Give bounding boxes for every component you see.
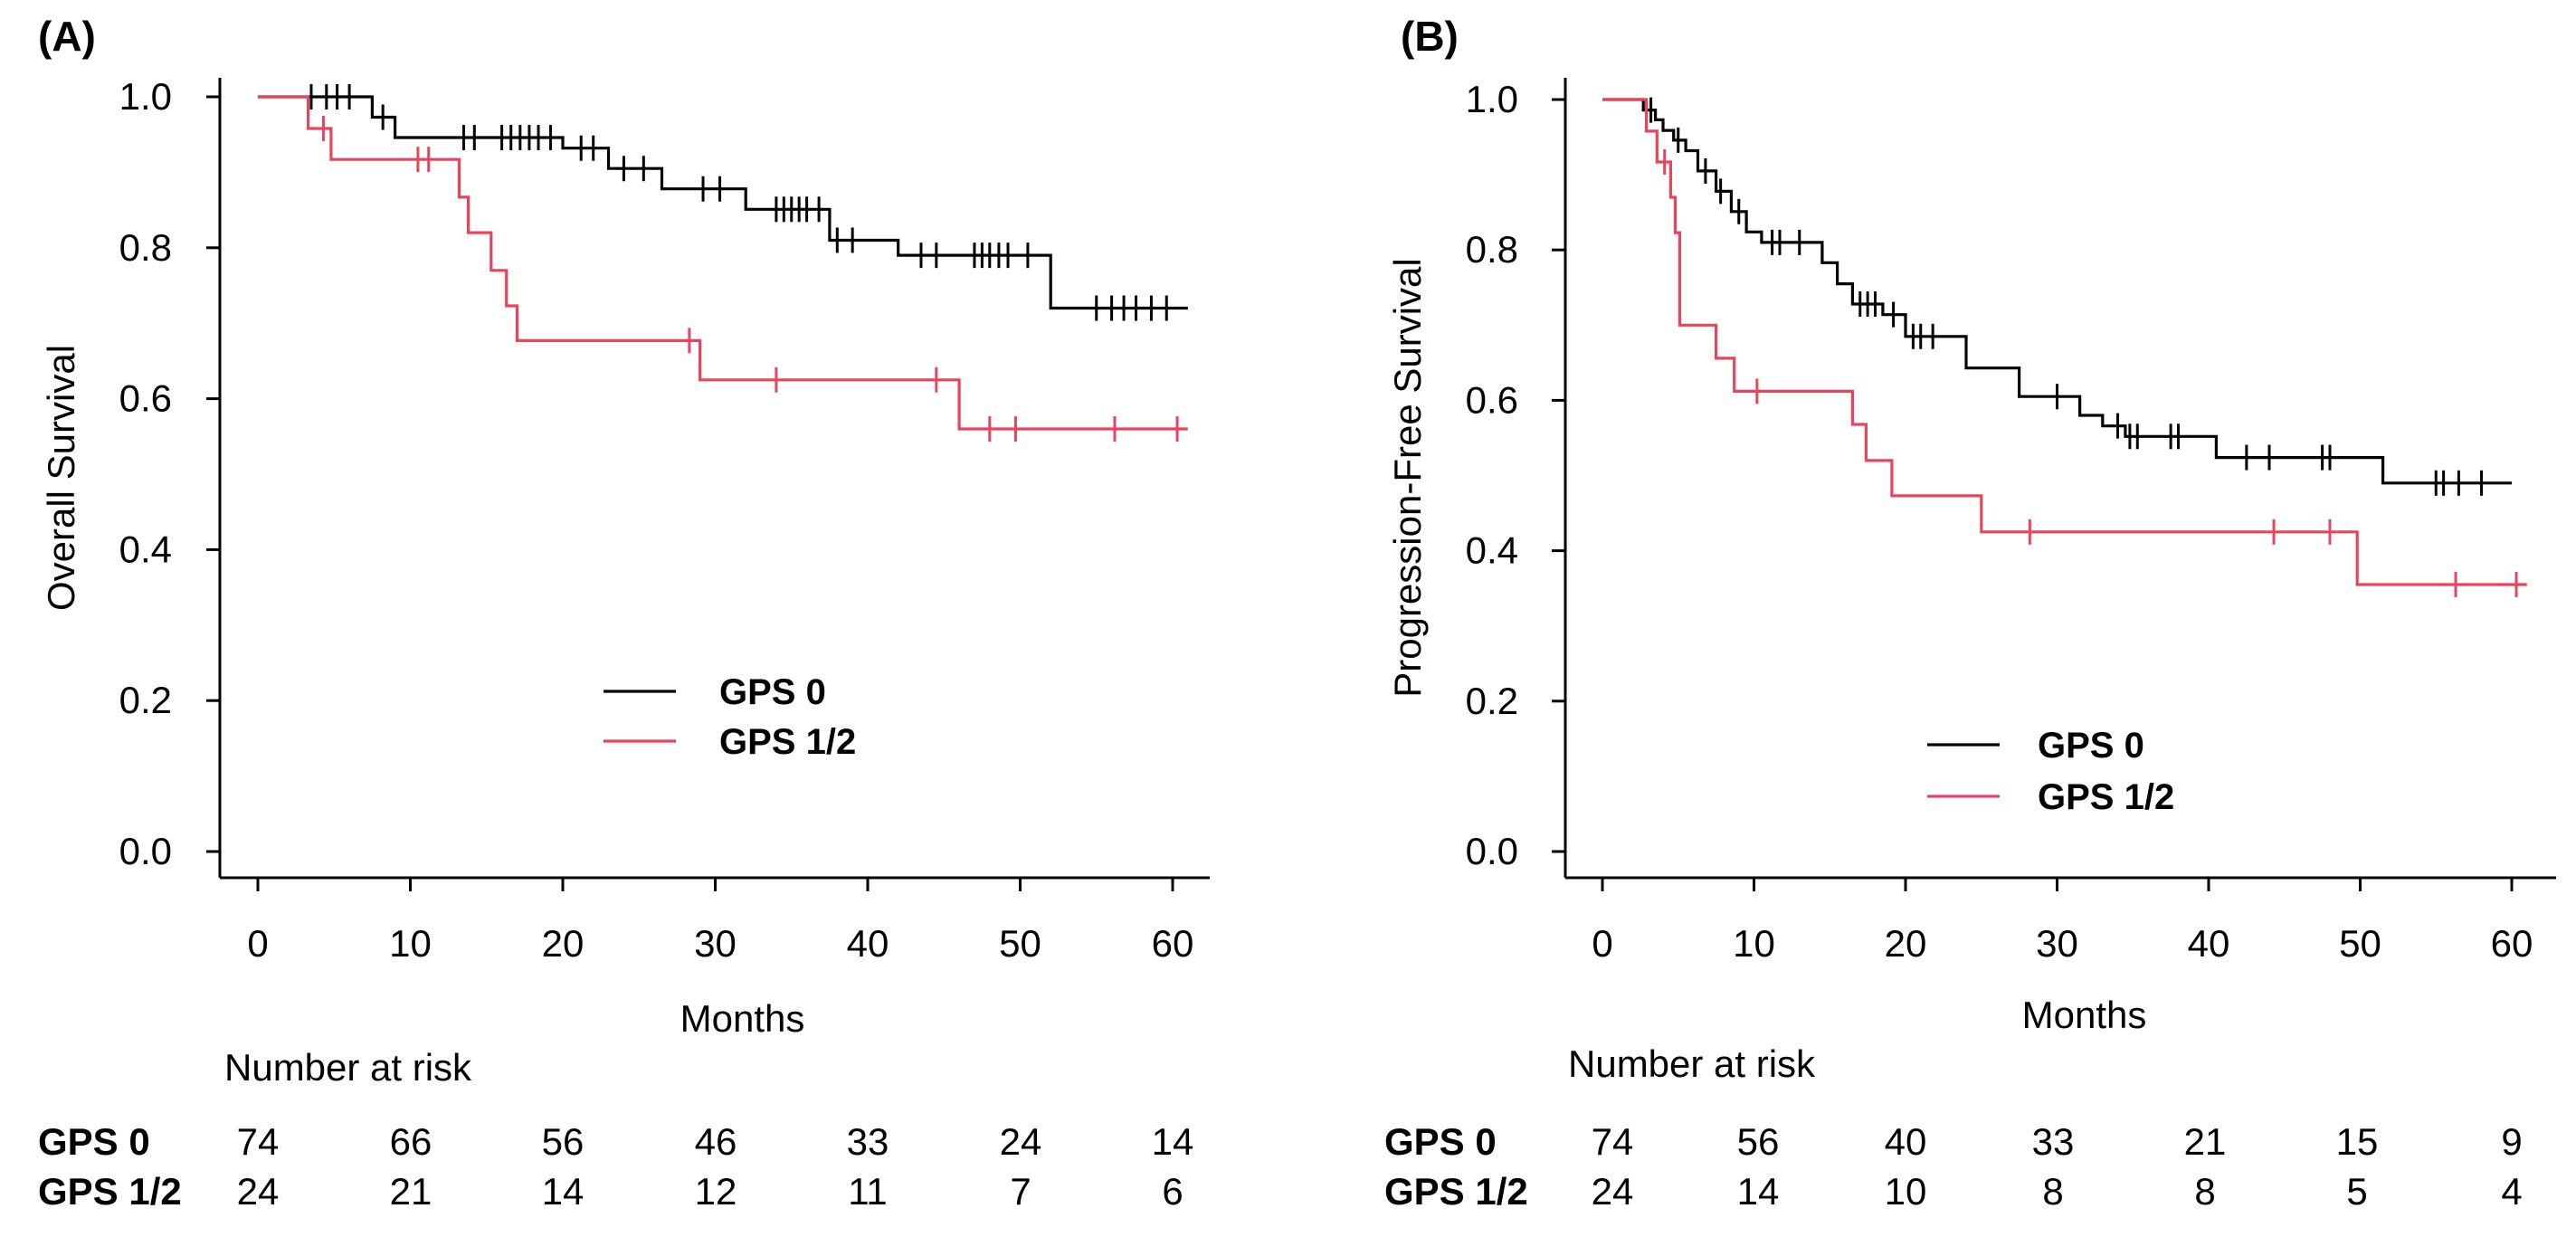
risk-value: 40 xyxy=(1885,1120,1927,1163)
y-tick-label: 0.2 xyxy=(119,679,172,721)
risk-value: 21 xyxy=(2184,1120,2227,1163)
legend-label: GPS 0 xyxy=(719,672,826,712)
y-tick-label: 0.6 xyxy=(1466,378,1518,421)
y-tick-label: 1.0 xyxy=(1466,78,1518,120)
risk-value: 56 xyxy=(1737,1120,1780,1163)
legend-label: GPS 0 xyxy=(2038,726,2144,766)
x-tick-label: 20 xyxy=(542,922,585,965)
y-tick-label: 0.0 xyxy=(1466,830,1518,872)
x-axis-label: Months xyxy=(2022,994,2147,1036)
risk-value: 24 xyxy=(237,1170,280,1213)
legend-label: GPS 1/2 xyxy=(719,722,856,762)
y-tick-label: 1.0 xyxy=(119,75,172,118)
risk-value: 12 xyxy=(695,1170,737,1213)
risk-value: 33 xyxy=(2032,1120,2075,1163)
y-axis-label: Progression-Free Survival xyxy=(1386,258,1429,698)
risk-value: 14 xyxy=(1152,1120,1194,1163)
y-tick-label: 0.0 xyxy=(119,830,172,872)
risk-value: 14 xyxy=(1737,1170,1780,1213)
risk-value: 74 xyxy=(237,1120,280,1163)
legend: GPS 0 GPS 1/2 xyxy=(604,672,856,762)
km-curve-gps0 xyxy=(258,95,1188,310)
legend-label: GPS 1/2 xyxy=(2038,777,2174,817)
x-tick-label: 40 xyxy=(847,922,889,965)
risk-value: 21 xyxy=(390,1170,433,1213)
risk-row-label: GPS 1/2 xyxy=(1384,1170,1528,1213)
x-tick-label: 10 xyxy=(389,922,432,965)
risk-row-label: GPS 0 xyxy=(1384,1120,1497,1163)
y-tick-label: 0.2 xyxy=(1466,680,1518,722)
y-tick-label: 0.6 xyxy=(119,377,172,420)
x-tick-label: 30 xyxy=(2036,922,2078,965)
risk-value: 10 xyxy=(1885,1170,1927,1213)
km-curve-gps12 xyxy=(1602,98,2527,586)
risk-value: 9 xyxy=(2501,1120,2522,1163)
risk-row-label: GPS 1/2 xyxy=(38,1170,182,1213)
y-tick-label: 0.4 xyxy=(119,528,172,570)
risk-value: 56 xyxy=(542,1120,585,1163)
risk-table-title: Number at risk xyxy=(224,1046,472,1089)
km-curve-gps12 xyxy=(258,95,1188,431)
risk-value: 5 xyxy=(2346,1170,2367,1213)
panel-label: (A) xyxy=(38,13,96,60)
x-tick-label: 0 xyxy=(247,922,268,965)
x-tick-label: 60 xyxy=(1152,922,1194,965)
x-tick-label: 40 xyxy=(2188,922,2230,965)
x-tick-label: 10 xyxy=(1733,922,1775,965)
x-tick-label: 50 xyxy=(999,922,1041,965)
y-tick-label: 0.8 xyxy=(1466,228,1518,271)
risk-value: 24 xyxy=(1592,1170,1634,1213)
risk-value: 15 xyxy=(2336,1120,2379,1163)
risk-value: 14 xyxy=(542,1170,585,1213)
y-axis-label: Overall Survival xyxy=(40,345,82,611)
x-tick-label: 30 xyxy=(694,922,737,965)
risk-value: 6 xyxy=(1162,1170,1183,1213)
x-tick-label: 20 xyxy=(1885,922,1927,965)
risk-table: Number at risk GPS 0 74 56 40 33 21 15 9 GPS 1/2 2… xyxy=(1384,1042,2523,1213)
legend: GPS 0 GPS 1/2 xyxy=(1927,726,2174,817)
risk-table-title: Number at risk xyxy=(1568,1042,1816,1085)
y-tick-label: 0.8 xyxy=(119,226,172,269)
risk-value: 8 xyxy=(2194,1170,2215,1213)
y-tick-label: 0.4 xyxy=(1466,529,1518,572)
risk-value: 11 xyxy=(848,1170,888,1213)
risk-value: 4 xyxy=(2501,1170,2522,1213)
chart-panel-2: (B) 0.0 0.2 0.4 0.6 0.8 1.0 0 10 20 30 40 50 60 Progre… xyxy=(1384,13,2556,1213)
km-curve-gps0 xyxy=(1602,98,2512,485)
risk-value: 24 xyxy=(1000,1120,1042,1163)
risk-table: Number at risk GPS 0 74 66 56 46 33 24 14 GPS 1/2… xyxy=(38,1046,1193,1213)
risk-value: 33 xyxy=(847,1120,889,1163)
panel-label: (B) xyxy=(1401,13,1459,60)
chart-panel-1: (A) 0.0 0.2 0.4 0.6 0.8 1.0 0 10 20 30 40 50 60 Overal… xyxy=(38,13,1210,1213)
x-tick-label: 50 xyxy=(2339,922,2381,965)
risk-value: 66 xyxy=(390,1120,433,1163)
risk-value: 7 xyxy=(1010,1170,1031,1213)
x-tick-label: 60 xyxy=(2491,922,2533,965)
risk-value: 74 xyxy=(1592,1120,1634,1163)
x-axis-label: Months xyxy=(680,997,805,1040)
x-tick-label: 0 xyxy=(1592,922,1612,965)
risk-row-label: GPS 0 xyxy=(38,1120,150,1163)
risk-value: 46 xyxy=(695,1120,737,1163)
risk-value: 8 xyxy=(2042,1170,2063,1213)
